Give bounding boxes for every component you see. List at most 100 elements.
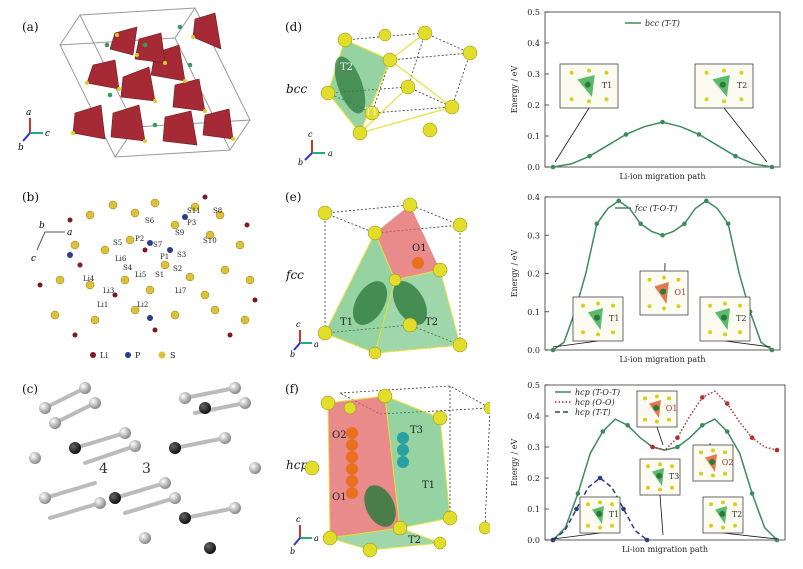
fcc-site-O1: O1 <box>412 243 427 254</box>
y-tick-label: 0.5 <box>527 381 540 390</box>
inset-atom <box>587 99 591 104</box>
data-point <box>675 444 680 450</box>
panel-c-number-3: 3 <box>142 461 151 477</box>
bcc-axis-c: c <box>308 130 313 139</box>
data-point <box>700 395 705 400</box>
inset-atom <box>655 394 659 399</box>
inset-atom <box>708 330 712 335</box>
x-axis-label: Li-ion migration path <box>622 545 708 554</box>
inset-atom <box>676 277 681 282</box>
data-point <box>638 221 643 227</box>
site-label-S9: S9 <box>175 229 184 237</box>
data-point <box>769 347 775 353</box>
legend-s: S <box>170 351 175 360</box>
inset-label: O1 <box>675 288 687 297</box>
inset-atom <box>670 485 674 490</box>
inset-atom <box>733 523 737 528</box>
inset-label: O2 <box>722 458 734 467</box>
plot-frame <box>544 384 786 541</box>
panel-f-hcp-illustration: O2 T3 O1 T1 T2 c b a <box>290 385 490 558</box>
site-label-P3: P3 <box>187 219 196 227</box>
data-point <box>769 164 775 170</box>
site-label-S4: S4 <box>123 264 133 272</box>
inset-atom <box>581 330 585 335</box>
inset-label: T1 <box>609 314 619 323</box>
inset-atom <box>704 70 709 75</box>
legend-label: fcc (T-O-T) <box>634 204 677 213</box>
inset-atom <box>733 502 737 507</box>
site-label-S8: S8 <box>213 207 222 215</box>
inset-atom <box>723 450 727 455</box>
hcp-site-O2: O2 <box>332 430 347 441</box>
data-point <box>625 423 630 428</box>
inset-pointer <box>723 107 768 163</box>
data-point <box>675 435 680 440</box>
inset-atom <box>596 332 600 337</box>
inset-pointer <box>554 107 590 163</box>
data-point <box>696 132 702 137</box>
y-tick-label: 0.3 <box>527 231 540 240</box>
energy-chart-bcc: 0.0 0.1 0.2 0.3 0.4 0.5 Energy / eV Li-ion migr… <box>510 8 781 181</box>
site-label-S5: S5 <box>113 239 122 247</box>
inset-atom <box>569 97 574 102</box>
site-label-Li1: Li1 <box>97 301 108 309</box>
site-label-Li7: Li7 <box>175 287 186 295</box>
panel-a-crystal-illustration: a c b <box>18 7 251 158</box>
fcc-axis-c: c <box>296 320 301 329</box>
y-tick-label: 0.4 <box>527 39 540 48</box>
series-line <box>652 390 778 451</box>
data-point <box>660 232 665 238</box>
inset-atom <box>739 97 744 102</box>
bcc-site-T2: T2 <box>340 62 353 73</box>
y-tick-label: 0.2 <box>527 474 540 483</box>
inset-atom <box>646 485 650 490</box>
panel-d-bcc-illustration: T2 T1 c b a <box>298 25 478 167</box>
legend-p: P <box>135 351 141 360</box>
inset-atom <box>647 277 652 282</box>
inset-atom <box>662 306 666 311</box>
fcc-axis-a: a <box>314 340 319 349</box>
hcp-axis-a: a <box>314 534 319 543</box>
structure-label-fcc: fcc <box>286 268 304 282</box>
inset-atom <box>721 525 725 530</box>
inset-atom <box>738 303 742 308</box>
inset-label: T3 <box>669 472 679 481</box>
inset-li-site <box>719 81 726 88</box>
inset-pointer <box>656 426 664 446</box>
inset-atom <box>662 275 666 280</box>
inset-pointer <box>552 532 601 540</box>
data-point <box>600 429 606 434</box>
site-label-S6: S6 <box>145 217 155 225</box>
inset-pointer <box>724 340 772 348</box>
y-tick-label: 0.1 <box>527 505 540 514</box>
hcp-site-T2: T2 <box>408 535 421 546</box>
energy-chart-hcp: 0.0 0.1 0.2 0.3 0.4 0.5 Energy / eV Li-ion migr… <box>510 381 786 554</box>
structure-label-hcp: hcp <box>286 458 309 472</box>
inset-atom <box>723 301 727 306</box>
site-label-S11: S11 <box>187 207 201 215</box>
panel-c-network-illustration: 4 3 <box>29 382 261 554</box>
y-tick-label: 0.4 <box>527 412 540 421</box>
inset-atom <box>676 304 681 309</box>
y-tick-label: 0.0 <box>527 536 540 545</box>
inset-li-site <box>719 510 726 517</box>
legend-label: hcp (T-T) <box>575 408 611 417</box>
structure-label-bcc: bcc <box>286 82 308 96</box>
inset-label: T2 <box>737 81 747 90</box>
data-point <box>650 444 655 450</box>
data-point <box>774 537 780 543</box>
inset-atom <box>596 301 600 306</box>
inset-li-site <box>656 472 663 479</box>
fcc-axis-b: b <box>290 350 295 359</box>
data-point <box>700 423 705 428</box>
inset-atom <box>611 330 615 335</box>
data-point <box>587 153 592 159</box>
inset-atom <box>709 523 713 528</box>
panel-a-axis-b: b <box>18 143 24 153</box>
series-line <box>552 418 778 541</box>
panel-label-f: (f) <box>285 382 299 396</box>
panel-label-c: (c) <box>22 382 39 396</box>
inset-pointer <box>722 532 778 540</box>
bcc-axis-b: b <box>298 158 303 167</box>
hcp-axis-b: b <box>290 547 295 556</box>
